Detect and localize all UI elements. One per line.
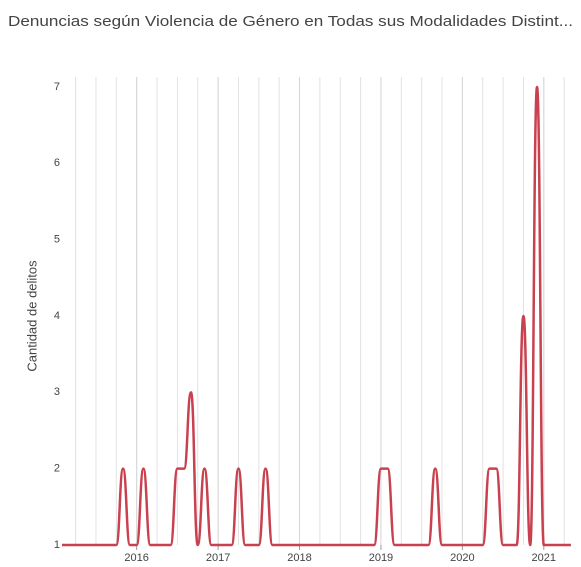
y-tick-label: 2 bbox=[54, 463, 60, 475]
y-tick-label: 5 bbox=[54, 234, 60, 246]
y-axis-label: Cantidad de delitos bbox=[24, 260, 39, 372]
x-tick-label: 2017 bbox=[206, 552, 230, 564]
line-series bbox=[61, 85, 571, 547]
y-tick-label: 1 bbox=[54, 539, 60, 551]
y-tick-label: 7 bbox=[54, 81, 60, 93]
x-tick-label: 2018 bbox=[287, 552, 311, 564]
chart-title: Denuncias según Violencia de Género en T… bbox=[8, 13, 573, 30]
x-tick-label: 2021 bbox=[532, 552, 556, 564]
y-tick-label: 3 bbox=[54, 386, 60, 398]
x-tick-label: 2016 bbox=[124, 552, 148, 564]
y-tick-label: 6 bbox=[54, 157, 60, 169]
y-tick-label: 4 bbox=[54, 310, 60, 322]
x-tick-label: 2020 bbox=[450, 552, 474, 564]
x-tick-label: 2019 bbox=[369, 552, 393, 564]
